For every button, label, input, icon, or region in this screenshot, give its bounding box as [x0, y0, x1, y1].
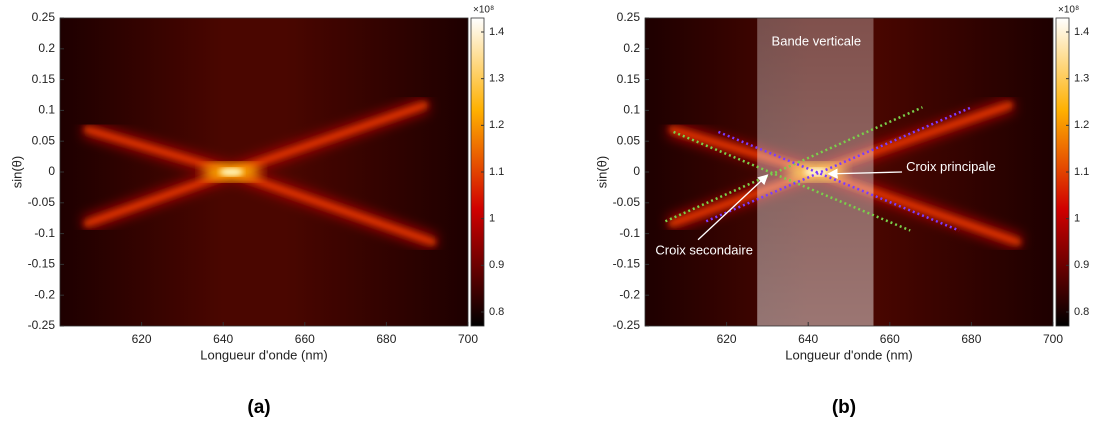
y-tick-label: 0.25 — [617, 10, 641, 24]
colorbar-tick-label: 0.9 — [1074, 259, 1089, 271]
heatmap-background — [60, 18, 468, 326]
y-tick-label: 0.05 — [617, 133, 641, 147]
x-tick-label: 680 — [961, 332, 981, 346]
x-arm — [230, 169, 437, 246]
x-arm — [83, 126, 233, 175]
annotation-arrow — [697, 174, 769, 241]
annotation: Croix principale — [906, 159, 996, 174]
heatmap — [645, 18, 1053, 326]
x-arm — [230, 101, 429, 175]
y-tick-label: -0.15 — [613, 257, 641, 271]
annotation-arrow — [827, 168, 903, 179]
colorbar-tick-label: 1.2 — [1074, 119, 1089, 131]
x-axis-label: Longueur d'onde (nm) — [785, 347, 913, 362]
y-tick-label: -0.2 — [34, 287, 55, 301]
colorbar-tick-label: 1 — [1074, 213, 1080, 225]
guide-line — [664, 106, 923, 223]
x-axis-label: Longueur d'onde (nm) — [200, 347, 328, 362]
x-tick-label: 620 — [717, 332, 737, 346]
colorbar-tick-label: 0.8 — [489, 306, 504, 318]
colorbar-tick-label: 1 — [489, 213, 495, 225]
colorbar-scale: ×10⁸ — [1058, 5, 1079, 16]
y-tick-label: 0.25 — [32, 10, 56, 24]
x-tick-label: 700 — [1043, 332, 1063, 346]
y-axis-label: sin(θ) — [594, 156, 609, 189]
x-arm — [83, 169, 233, 227]
x-tick-label: 660 — [295, 332, 315, 346]
x-tick-label: 620 — [132, 332, 152, 346]
x-core — [219, 168, 244, 176]
colorbar-tick-label: 1.4 — [489, 26, 504, 38]
colorbar-tick-label: 0.8 — [1074, 306, 1089, 318]
x-tick-label: 660 — [880, 332, 900, 346]
colorbar-tick-label: 1.1 — [1074, 166, 1089, 178]
y-tick-label: 0.15 — [617, 72, 641, 86]
y-tick-label: 0.15 — [32, 72, 56, 86]
y-tick-label: -0.2 — [619, 287, 640, 301]
y-tick-label: 0.2 — [623, 41, 640, 55]
colorbar-tick-label: 0.9 — [489, 259, 504, 271]
x-tick-label: 680 — [376, 332, 396, 346]
x-tick-label: 640 — [213, 332, 233, 346]
y-tick-label: 0.1 — [38, 103, 55, 117]
y-tick-label: -0.1 — [619, 226, 640, 240]
colorbar-scale: ×10⁸ — [473, 5, 494, 16]
caption: (a) — [247, 397, 270, 418]
y-tick-label: -0.05 — [613, 195, 641, 209]
colorbar-tick-label: 1.1 — [489, 166, 504, 178]
y-tick-label: -0.25 — [613, 318, 641, 332]
x-tick-label: 640 — [798, 332, 818, 346]
guide-line — [717, 130, 960, 232]
y-tick-label: -0.25 — [28, 318, 56, 332]
annotation: Bande verticale — [772, 33, 862, 48]
colorbar-tick-label: 1.4 — [1074, 26, 1089, 38]
y-tick-label: -0.15 — [28, 257, 56, 271]
y-axis-label: sin(θ) — [9, 156, 24, 189]
caption: (b) — [832, 397, 856, 418]
colorbar-tick-label: 1.3 — [489, 73, 504, 85]
y-tick-label: 0 — [633, 164, 640, 178]
y-tick-label: 0.05 — [32, 133, 56, 147]
y-tick-label: 0 — [48, 164, 55, 178]
annotation: Croix secondaire — [655, 242, 753, 257]
y-tick-label: -0.05 — [28, 195, 56, 209]
y-tick-label: 0.1 — [623, 103, 640, 117]
colorbar-tick-label: 1.3 — [1074, 73, 1089, 85]
vertical-band — [757, 18, 874, 326]
y-tick-label: -0.1 — [34, 226, 55, 240]
guide-line — [705, 106, 972, 223]
colorbar-tick-label: 1.2 — [489, 119, 504, 131]
x-tick-label: 700 — [458, 332, 478, 346]
y-tick-label: 0.2 — [38, 41, 55, 55]
heatmap — [60, 18, 468, 326]
